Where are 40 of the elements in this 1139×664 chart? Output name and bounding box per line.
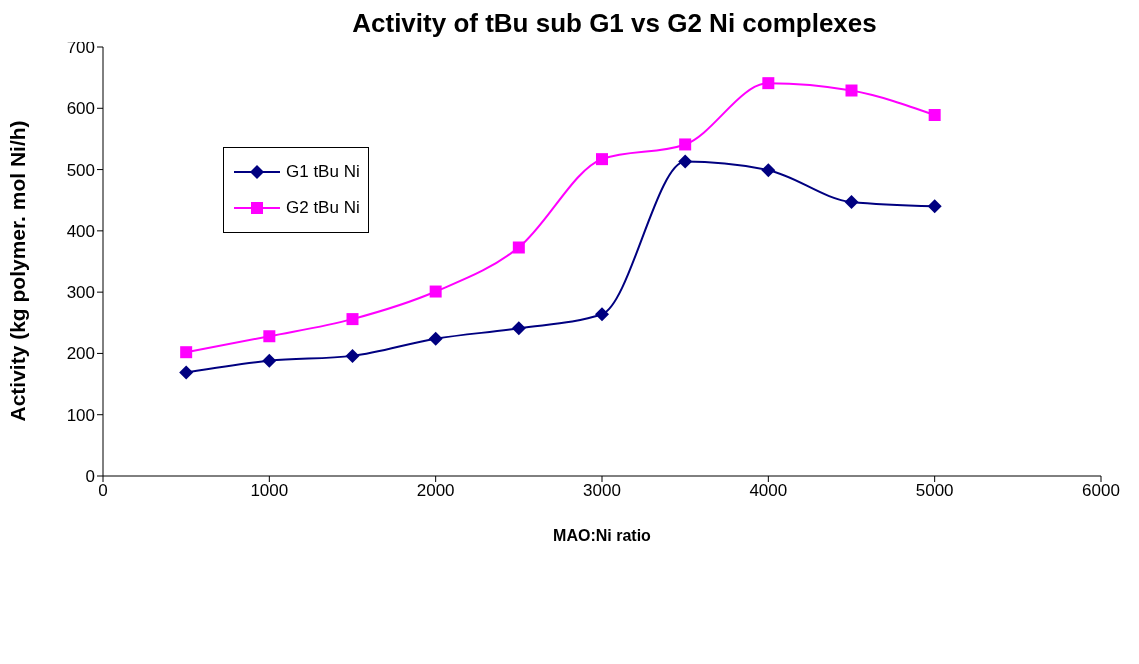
x-tick-label: 3000 bbox=[583, 481, 621, 501]
y-tick-label: 600 bbox=[66, 99, 95, 119]
point bbox=[595, 307, 609, 322]
point bbox=[927, 199, 942, 214]
x-tick-label: 4000 bbox=[749, 481, 788, 501]
point bbox=[180, 346, 193, 359]
point bbox=[762, 77, 775, 90]
point bbox=[179, 365, 194, 380]
point bbox=[263, 330, 276, 343]
point bbox=[345, 348, 360, 363]
point bbox=[678, 154, 693, 169]
point bbox=[844, 195, 859, 210]
point bbox=[429, 285, 442, 298]
y-tick-label: 100 bbox=[66, 405, 95, 425]
y-tick-label: 200 bbox=[66, 344, 95, 364]
point bbox=[679, 138, 692, 151]
x-tick-label: 5000 bbox=[915, 481, 954, 501]
x-axis-title: MAO:Ni ratio bbox=[553, 527, 652, 544]
point bbox=[596, 153, 608, 166]
point bbox=[928, 109, 941, 122]
x-tick-label: 1000 bbox=[250, 481, 289, 501]
point bbox=[262, 353, 277, 368]
y-tick-label: 700 bbox=[66, 38, 95, 58]
legend-label: G2 tBu Ni bbox=[286, 198, 360, 218]
y-tick-label: 0 bbox=[85, 467, 95, 487]
point bbox=[511, 321, 526, 336]
point bbox=[428, 331, 443, 346]
y-tick-label: 400 bbox=[66, 221, 95, 241]
x-tick-label: 0 bbox=[98, 481, 108, 501]
point bbox=[512, 241, 525, 254]
chart-title: Activity of tBu sub G1 vs G2 Ni complexes bbox=[352, 8, 877, 38]
point bbox=[845, 84, 858, 97]
y-tick-label: 500 bbox=[66, 160, 95, 180]
y-tick-label: 300 bbox=[66, 283, 95, 303]
legend-label: G1 tBu Ni bbox=[286, 162, 360, 182]
point bbox=[761, 163, 776, 178]
y-axis-title: Activity (kg polymer. mol Ni/h) bbox=[6, 120, 30, 422]
x-tick-label: 6000 bbox=[1082, 481, 1120, 501]
point bbox=[346, 313, 359, 326]
x-tick-label: 2000 bbox=[416, 481, 455, 501]
